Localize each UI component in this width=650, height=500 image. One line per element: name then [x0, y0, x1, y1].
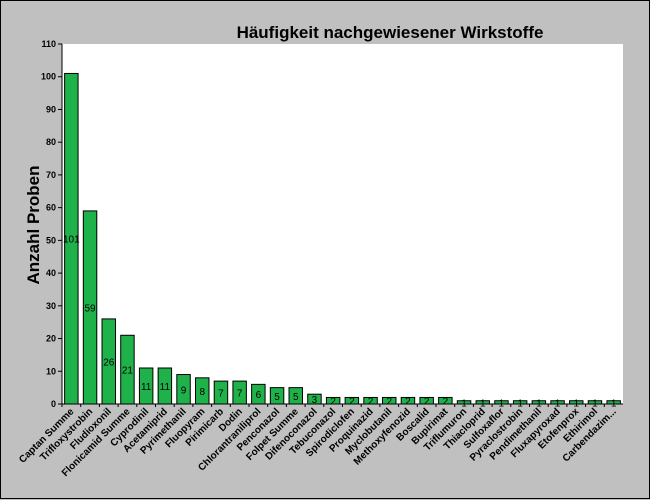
chart-title: Häufigkeit nachgewiesener Wirkstoffe	[237, 23, 544, 42]
bar	[569, 400, 584, 405]
data-label: 2	[405, 397, 411, 408]
bar	[419, 396, 434, 405]
bar	[82, 210, 98, 405]
bar	[438, 396, 453, 405]
data-label: 2	[368, 397, 374, 408]
data-label: 2	[330, 397, 336, 408]
bar	[232, 380, 247, 405]
data-label: 6	[256, 390, 262, 401]
bar	[288, 387, 303, 405]
bar	[269, 387, 285, 405]
data-label: 2	[424, 397, 430, 408]
y-tick-label: 50	[46, 235, 56, 245]
bar	[550, 400, 565, 405]
bar	[382, 396, 397, 405]
data-label: 59	[84, 303, 96, 314]
bar	[307, 393, 322, 405]
x-tick-labels: Captan SummeTrifloxystrobinFludioxonilFl…	[17, 406, 619, 479]
bar	[512, 400, 528, 405]
data-label: 1	[573, 398, 579, 409]
data-label: 1	[592, 398, 598, 409]
data-label: 101	[63, 235, 80, 246]
data-label: 1	[555, 398, 561, 409]
data-label: 1	[536, 398, 542, 409]
y-tick-label: 60	[46, 203, 56, 213]
bar	[606, 400, 621, 405]
bar	[456, 400, 472, 405]
bar	[101, 318, 116, 405]
y-tick-label: 20	[46, 334, 56, 344]
data-label: 2	[386, 397, 392, 408]
data-label: 7	[237, 389, 243, 400]
bar	[251, 383, 266, 405]
y-tick-label: 80	[46, 137, 56, 147]
data-label: 21	[122, 366, 134, 377]
data-label: 1	[461, 398, 467, 409]
bar	[138, 367, 154, 405]
data-label: 2	[443, 397, 449, 408]
bar	[325, 396, 341, 405]
bar	[64, 72, 79, 405]
bar	[176, 374, 191, 405]
y-tick-label: 0	[51, 399, 56, 409]
bar	[195, 377, 210, 405]
y-tick-label: 90	[46, 104, 56, 114]
x-axis	[61, 403, 623, 407]
data-label: 1	[517, 398, 523, 409]
bar	[587, 400, 603, 405]
bar	[363, 396, 378, 405]
data-label: 7	[218, 389, 224, 400]
y-tick-label: 40	[46, 268, 56, 278]
data-label: 26	[103, 357, 115, 368]
y-axis: 0 10 20 30 40 50 60 70 80 90 100 110	[41, 39, 63, 409]
data-label: 8	[199, 387, 205, 398]
plot-area	[62, 44, 623, 404]
bar	[157, 367, 173, 405]
y-tick-label: 70	[46, 170, 56, 180]
data-label: 9	[181, 385, 187, 396]
bar	[475, 400, 490, 405]
bar	[120, 334, 135, 405]
data-label: 1	[499, 398, 505, 409]
data-label: 11	[141, 382, 152, 393]
bar	[213, 380, 229, 405]
data-label: 11	[160, 382, 171, 393]
y-tick-label: 110	[41, 39, 56, 49]
y-tick-label: 30	[46, 301, 56, 311]
data-label: 1	[480, 398, 486, 409]
data-label: 5	[274, 392, 280, 403]
y-tick-label: 10	[46, 366, 56, 376]
data-label: 2	[349, 397, 355, 408]
y-tick-label: 100	[41, 72, 56, 82]
bar	[344, 396, 360, 405]
bar	[531, 400, 547, 405]
data-label: 5	[293, 392, 299, 403]
bar	[400, 396, 416, 405]
bars	[64, 72, 621, 405]
bar	[494, 400, 509, 405]
y-axis-label: Anzahl Proben	[24, 165, 43, 284]
data-label: 3	[312, 395, 318, 406]
data-label: 1	[611, 398, 617, 409]
